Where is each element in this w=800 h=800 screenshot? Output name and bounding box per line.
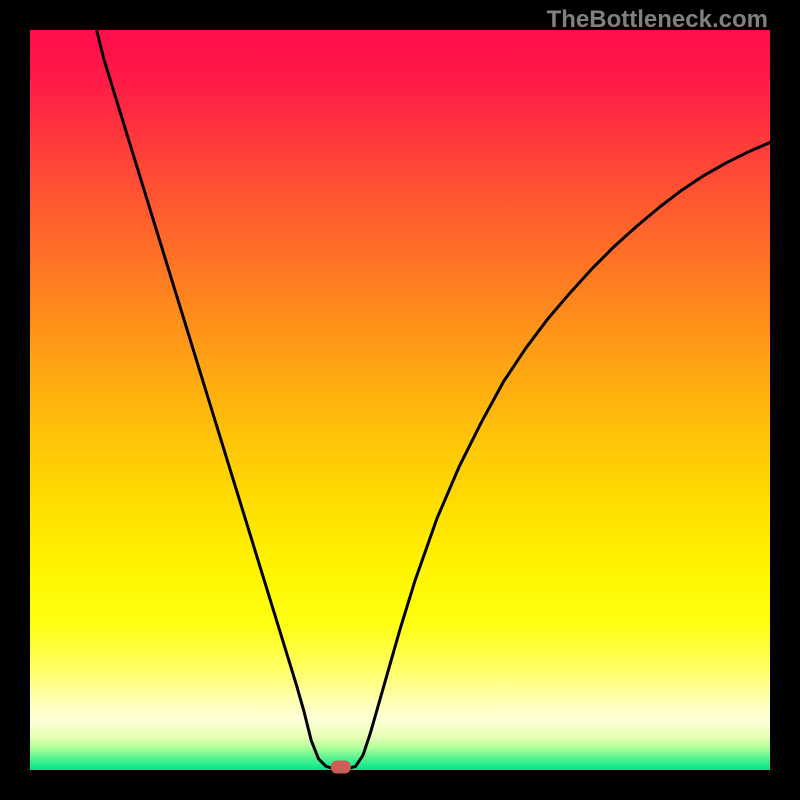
plot-background [30,30,770,770]
chart-svg [0,0,800,800]
minimum-marker [331,761,351,774]
chart-container: TheBottleneck.com [0,0,800,800]
watermark-text: TheBottleneck.com [547,6,768,34]
